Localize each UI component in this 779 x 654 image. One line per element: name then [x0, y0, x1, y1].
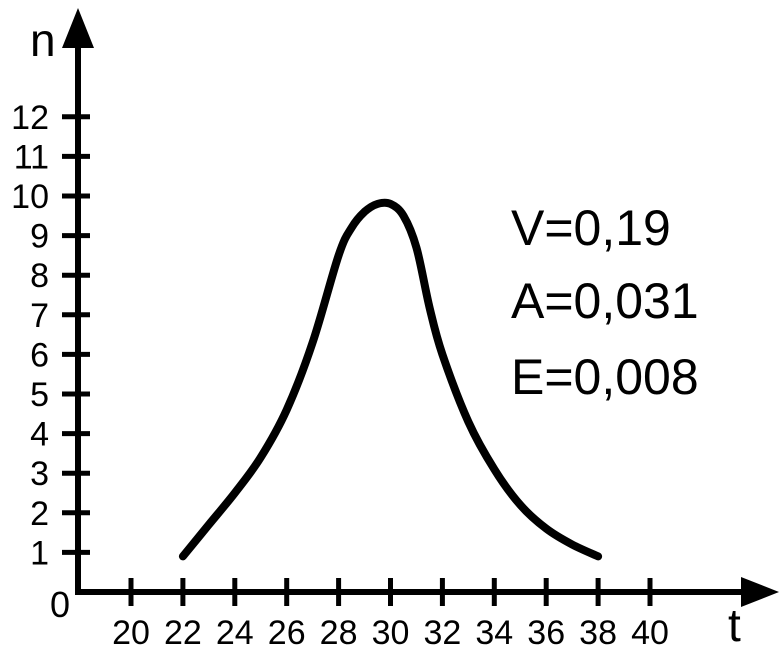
- x-tick-label: 34: [475, 614, 513, 649]
- x-tick-label: 20: [112, 614, 150, 649]
- y-axis-label: n: [30, 14, 56, 66]
- y-tick-label: 5: [30, 376, 49, 414]
- x-tick-label: 28: [320, 614, 358, 649]
- y-tick-label: 10: [11, 178, 49, 216]
- y-tick-label: 12: [11, 99, 49, 137]
- x-tick-label: 30: [372, 614, 410, 649]
- y-tick-label: 6: [30, 336, 49, 374]
- x-tick-label: 22: [164, 614, 202, 649]
- x-tick-label: 24: [216, 614, 254, 649]
- y-tick-label: 9: [30, 218, 49, 256]
- annotation-text: A=0,031: [511, 273, 699, 329]
- x-tick-label: 32: [423, 614, 461, 649]
- x-axis-arrowhead: [741, 577, 779, 607]
- x-axis-label: t: [728, 599, 741, 649]
- y-tick-label: 7: [30, 297, 49, 335]
- y-tick-label: 11: [14, 138, 49, 176]
- annotation-text: E=0,008: [511, 349, 699, 405]
- data-curve: [178, 198, 603, 561]
- x-tick-label: 40: [631, 614, 669, 649]
- y-tick-label: 4: [30, 416, 49, 454]
- origin-label: 0: [50, 584, 70, 625]
- y-tick-label: 1: [30, 534, 49, 572]
- y-axis-arrowhead: [62, 8, 94, 48]
- x-tick-label: 38: [579, 614, 617, 649]
- y-tick-label: 8: [30, 257, 49, 295]
- y-tick-label: 3: [30, 455, 49, 493]
- annotation-text: V=0,19: [511, 200, 671, 256]
- y-tick-label: 2: [30, 495, 49, 533]
- x-tick-label: 36: [527, 614, 565, 649]
- x-tick-label: 26: [268, 614, 306, 649]
